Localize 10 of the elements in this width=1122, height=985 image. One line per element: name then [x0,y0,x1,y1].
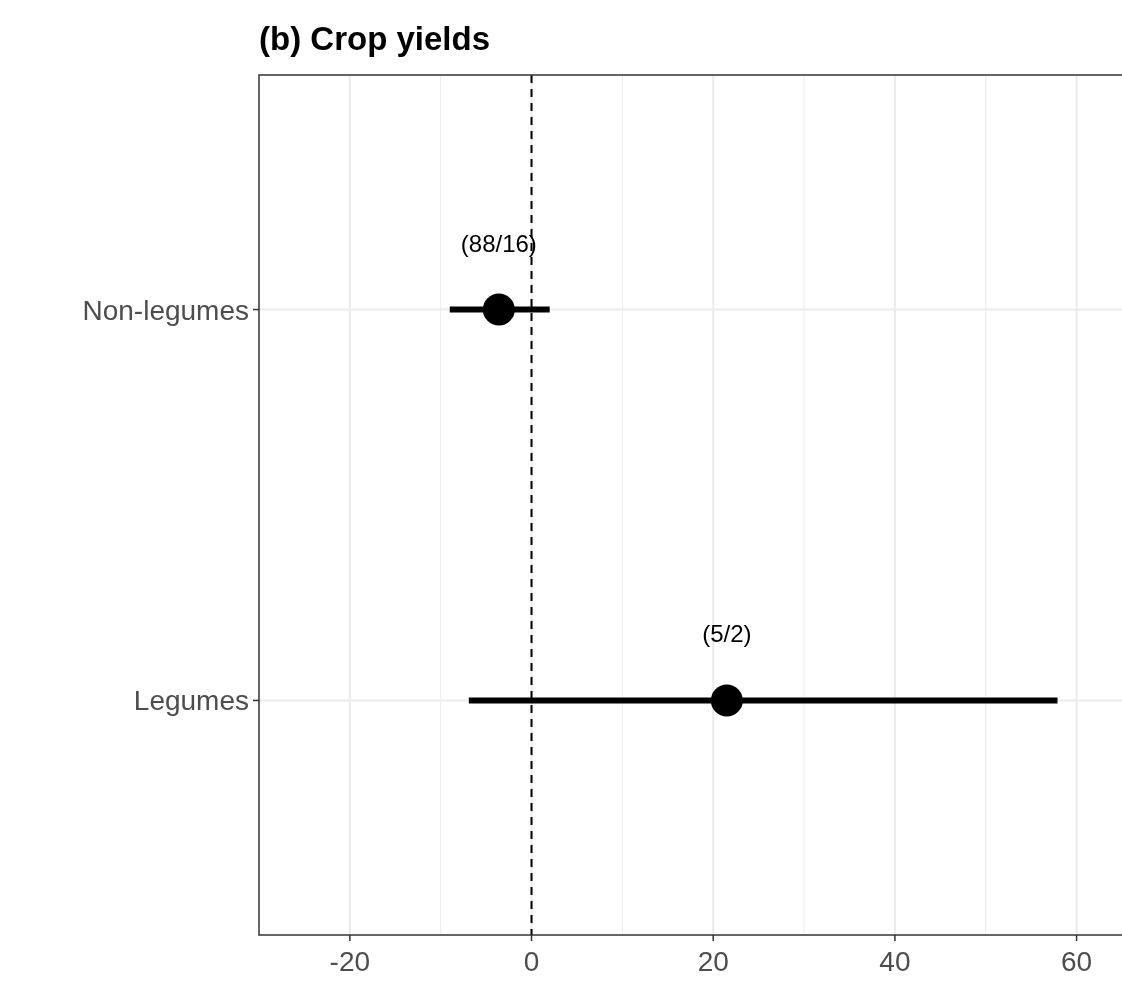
x-tick-label: -20 [329,946,371,977]
x-tick-label: 60 [1061,946,1093,977]
x-tick-label: 0 [523,946,540,977]
annotation: (88/16) [460,229,537,257]
annotation: (5/2) [702,620,752,648]
x-tick-label: 20 [697,946,729,977]
chart-title: (b) Crop yields [259,20,491,57]
x-tick-label: 40 [879,946,911,977]
y-tick-label: Legumes [133,685,249,717]
y-tick-label: Non-legumes [82,294,249,326]
